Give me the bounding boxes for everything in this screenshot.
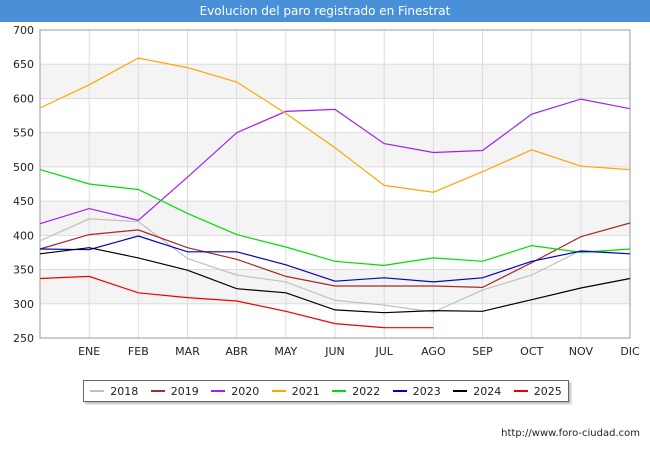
legend-label: 2021 (291, 384, 320, 398)
series-line-2019 (39, 222, 631, 289)
x-tick-label: JUN (324, 345, 345, 358)
x-tick-label: FEB (128, 345, 149, 358)
y-tick-label: 700 (13, 24, 34, 37)
y-tick-label: 600 (13, 92, 34, 105)
legend-swatch (453, 390, 468, 392)
legend-swatch (513, 390, 528, 392)
legend-item-2019: 2019 (150, 384, 199, 398)
x-tick-label: MAY (274, 345, 297, 358)
series-line-2025 (39, 275, 434, 329)
legend-item-2022: 2022 (332, 385, 380, 398)
series-line-2024 (39, 247, 631, 314)
x-tick-label: DIC (620, 345, 640, 358)
legend-item-2018: 2018 (90, 385, 138, 398)
legend-item-2023: 2023 (392, 384, 441, 398)
legend-label: 2020 (231, 384, 260, 398)
legend-label: 2019 (170, 384, 199, 398)
legend-swatch (332, 390, 347, 392)
legend-swatch (90, 390, 105, 392)
legend-label: 2022 (352, 384, 381, 398)
chart-legend: 2018 2019 2020 2021 2022 2023 2024 2025 (83, 380, 569, 402)
series-line-2018 (39, 218, 631, 313)
legend-label: 2023 (412, 384, 441, 398)
x-tick-label: ABR (225, 345, 248, 358)
x-tick-label: JUL (374, 345, 393, 358)
y-tick-label: 500 (13, 161, 34, 174)
x-tick-label: MAR (175, 345, 200, 358)
series-line-2021 (39, 57, 631, 193)
legend-swatch (271, 390, 286, 392)
legend-item-2021: 2021 (271, 384, 320, 398)
y-tick-label: 650 (13, 58, 34, 71)
legend-label: 2025 (533, 384, 562, 398)
source-link[interactable]: http://www.foro-ciudad.com (501, 428, 640, 439)
x-tick-label: NOV (569, 345, 594, 358)
y-tick-label: 550 (13, 127, 34, 140)
series-line-2022 (39, 169, 631, 267)
chart-title: Evolucion del paro registrado en Finestr… (0, 0, 650, 22)
legend-item-2025: 2025 (513, 384, 562, 398)
x-tick-label: OCT (520, 345, 543, 358)
legend-item-2020: 2020 (211, 385, 259, 398)
legend-swatch (150, 390, 165, 392)
y-tick-label: 350 (13, 264, 34, 277)
y-tick-label: 400 (13, 229, 34, 242)
x-tick-label: SEP (472, 345, 493, 358)
series-line-2023 (39, 235, 631, 283)
legend-swatch (392, 390, 407, 392)
series-line-2020 (39, 98, 631, 225)
legend-label: 2018 (110, 384, 139, 398)
legend-item-2024: 2024 (453, 385, 501, 398)
y-tick-label: 300 (13, 298, 34, 311)
y-tick-label: 250 (13, 332, 34, 345)
plot-frame (39, 29, 631, 339)
y-tick-label: 450 (13, 195, 34, 208)
x-tick-label: AGO (421, 345, 446, 358)
legend-swatch (211, 390, 226, 392)
legend-label: 2024 (473, 384, 502, 398)
x-tick-label: ENE (78, 345, 100, 358)
